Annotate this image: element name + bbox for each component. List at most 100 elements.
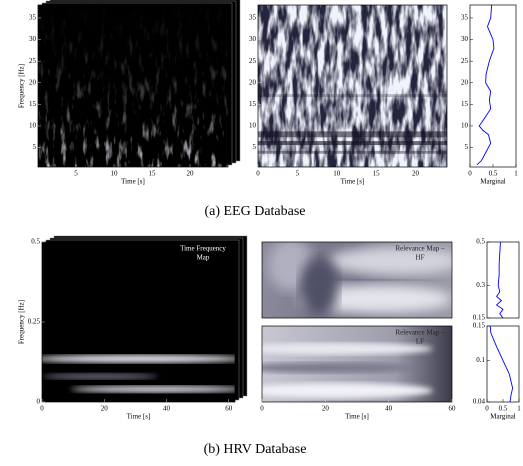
- y-tick-label: 0.15: [473, 322, 486, 330]
- plot-area: [262, 326, 452, 402]
- plot-area: [487, 326, 519, 402]
- y-tick-label: 30: [29, 35, 37, 43]
- heatmap-band: [258, 150, 447, 154]
- marginal-line: [489, 326, 514, 402]
- annotation: Time Frequency: [180, 245, 226, 253]
- plot-area: [470, 5, 516, 167]
- y-tick-label: 0.5: [476, 238, 485, 246]
- axes-frame: [261, 241, 453, 319]
- x-tick-label: 20: [322, 405, 330, 413]
- heatmap-band: [258, 94, 447, 98]
- plot-area: [38, 5, 228, 167]
- y-tick-label: 5: [33, 143, 37, 151]
- annotation: Map: [197, 254, 210, 262]
- heatmap-blob: [262, 383, 433, 399]
- heatmap-blob: [262, 362, 414, 374]
- y-tick-label: 0: [37, 398, 41, 406]
- x-tick-label: 40: [385, 405, 393, 413]
- heatmap-image: [38, 5, 228, 167]
- y-tick-label: 25: [249, 57, 257, 65]
- x-axis-label: Marginal: [480, 178, 506, 186]
- y-tick-label: 35: [249, 14, 257, 22]
- annotation: HF: [416, 254, 425, 262]
- marginal-line: [495, 242, 504, 318]
- x-tick-label: 10: [333, 170, 341, 178]
- heatmap-blob: [42, 354, 235, 363]
- x-tick-label: 1: [514, 170, 518, 178]
- marginal-line: [476, 5, 495, 166]
- y-tick-label: 15: [461, 100, 469, 108]
- y-tick-label: 25: [461, 57, 469, 65]
- annotation: LF: [416, 338, 424, 346]
- y-tick-label: 0.25: [28, 318, 41, 326]
- x-tick-label: 0: [485, 405, 489, 413]
- y-tick-label: 25: [29, 57, 37, 65]
- plot-area: [487, 242, 519, 318]
- y-tick-label: 20: [249, 78, 257, 86]
- x-tick-label: 20: [101, 405, 109, 413]
- y-tick-label: 15: [249, 100, 257, 108]
- x-tick-label: 0.5: [489, 170, 498, 178]
- x-tick-label: 60: [449, 405, 457, 413]
- x-tick-label: 0: [260, 405, 264, 413]
- x-tick-label: 15: [373, 170, 381, 178]
- y-tick-label: 5: [465, 143, 469, 151]
- caption: (a) EEG Database: [204, 204, 305, 219]
- y-tick-label: 10: [461, 122, 469, 130]
- heatmap-blob: [300, 283, 452, 315]
- x-axis-label: Time [s]: [341, 178, 365, 186]
- x-tick-label: 40: [163, 405, 171, 413]
- annotation: Relevance Map –: [396, 245, 445, 253]
- x-axis-label: Time [s]: [345, 413, 369, 421]
- x-tick-label: 0: [256, 170, 260, 178]
- x-tick-label: 0.5: [499, 405, 508, 413]
- heatmap-blob: [328, 245, 452, 277]
- y-tick-label: 10: [249, 122, 257, 130]
- heatmap-band: [258, 131, 447, 138]
- y-tick-label: 5: [253, 143, 257, 151]
- y-axis-label: Frequency [Hz]: [18, 64, 26, 108]
- x-tick-label: 5: [296, 170, 300, 178]
- x-axis-label: Time [s]: [121, 178, 145, 186]
- x-tick-label: 1: [517, 405, 521, 413]
- plot-background: [487, 326, 519, 402]
- axes-frame: [257, 4, 448, 168]
- y-tick-label: 20: [29, 78, 37, 86]
- heatmap-blob: [300, 257, 338, 318]
- y-tick-label: 10: [29, 122, 37, 130]
- y-tick-label: 35: [461, 14, 469, 22]
- x-tick-label: 10: [111, 170, 119, 178]
- plot-area: [258, 5, 447, 167]
- heatmap-image: [258, 5, 447, 167]
- y-tick-label: 20: [461, 78, 469, 86]
- x-tick-label: 15: [149, 170, 157, 178]
- y-tick-label: 0.04: [473, 398, 486, 406]
- plot-area: [42, 242, 235, 402]
- annotation: Relevance Map –: [396, 329, 445, 337]
- x-tick-label: 0: [468, 170, 472, 178]
- y-tick-label: 35: [29, 14, 37, 22]
- x-axis-label: Time [s]: [127, 413, 151, 421]
- axes-frame: [261, 325, 453, 403]
- y-tick-label: 0.1: [476, 356, 485, 364]
- plot-area: [262, 242, 452, 318]
- y-axis-label: Frequency [Hz]: [18, 300, 26, 344]
- heatmap-blob: [70, 385, 235, 393]
- heatmap-blob: [42, 373, 158, 380]
- x-tick-label: 60: [225, 405, 233, 413]
- y-tick-label: 15: [29, 100, 37, 108]
- plot-background: [487, 242, 519, 318]
- y-tick-label: 30: [249, 35, 257, 43]
- x-tick-label: 20: [412, 170, 420, 178]
- x-axis-label: Marginal: [490, 413, 516, 421]
- axes-frame: [486, 241, 520, 319]
- x-tick-label: 0: [40, 405, 44, 413]
- heatmap-blob: [262, 342, 433, 355]
- y-tick-label: 0.5: [31, 238, 40, 246]
- y-tick-label: 30: [461, 35, 469, 43]
- x-tick-label: 20: [187, 170, 195, 178]
- axes-frame: [37, 4, 229, 168]
- caption: (b) HRV Database: [204, 442, 307, 457]
- plot-background: [470, 5, 516, 167]
